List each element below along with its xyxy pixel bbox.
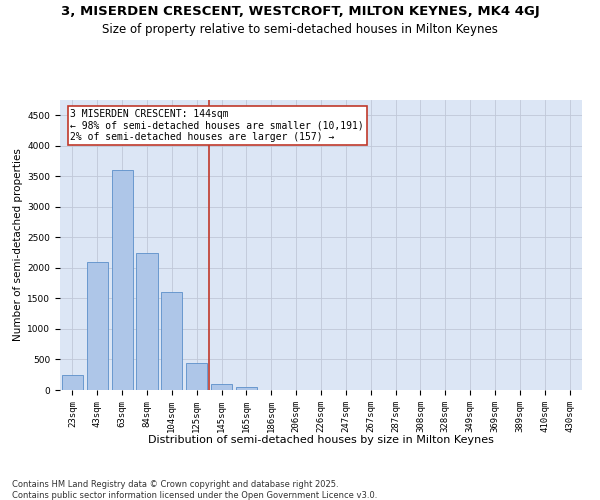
- Bar: [186, 362, 207, 390]
- Bar: [211, 384, 232, 390]
- Bar: [236, 386, 257, 390]
- Bar: [161, 292, 182, 390]
- Y-axis label: Number of semi-detached properties: Number of semi-detached properties: [13, 148, 23, 342]
- Text: Contains HM Land Registry data © Crown copyright and database right 2025.
Contai: Contains HM Land Registry data © Crown c…: [12, 480, 377, 500]
- Text: 3, MISERDEN CRESCENT, WESTCROFT, MILTON KEYNES, MK4 4GJ: 3, MISERDEN CRESCENT, WESTCROFT, MILTON …: [61, 5, 539, 18]
- Bar: [112, 170, 133, 390]
- Text: Distribution of semi-detached houses by size in Milton Keynes: Distribution of semi-detached houses by …: [148, 435, 494, 445]
- Bar: [87, 262, 108, 390]
- Bar: [136, 252, 158, 390]
- Text: Size of property relative to semi-detached houses in Milton Keynes: Size of property relative to semi-detach…: [102, 22, 498, 36]
- Bar: [62, 374, 83, 390]
- Text: 3 MISERDEN CRESCENT: 144sqm
← 98% of semi-detached houses are smaller (10,191)
2: 3 MISERDEN CRESCENT: 144sqm ← 98% of sem…: [70, 108, 364, 142]
